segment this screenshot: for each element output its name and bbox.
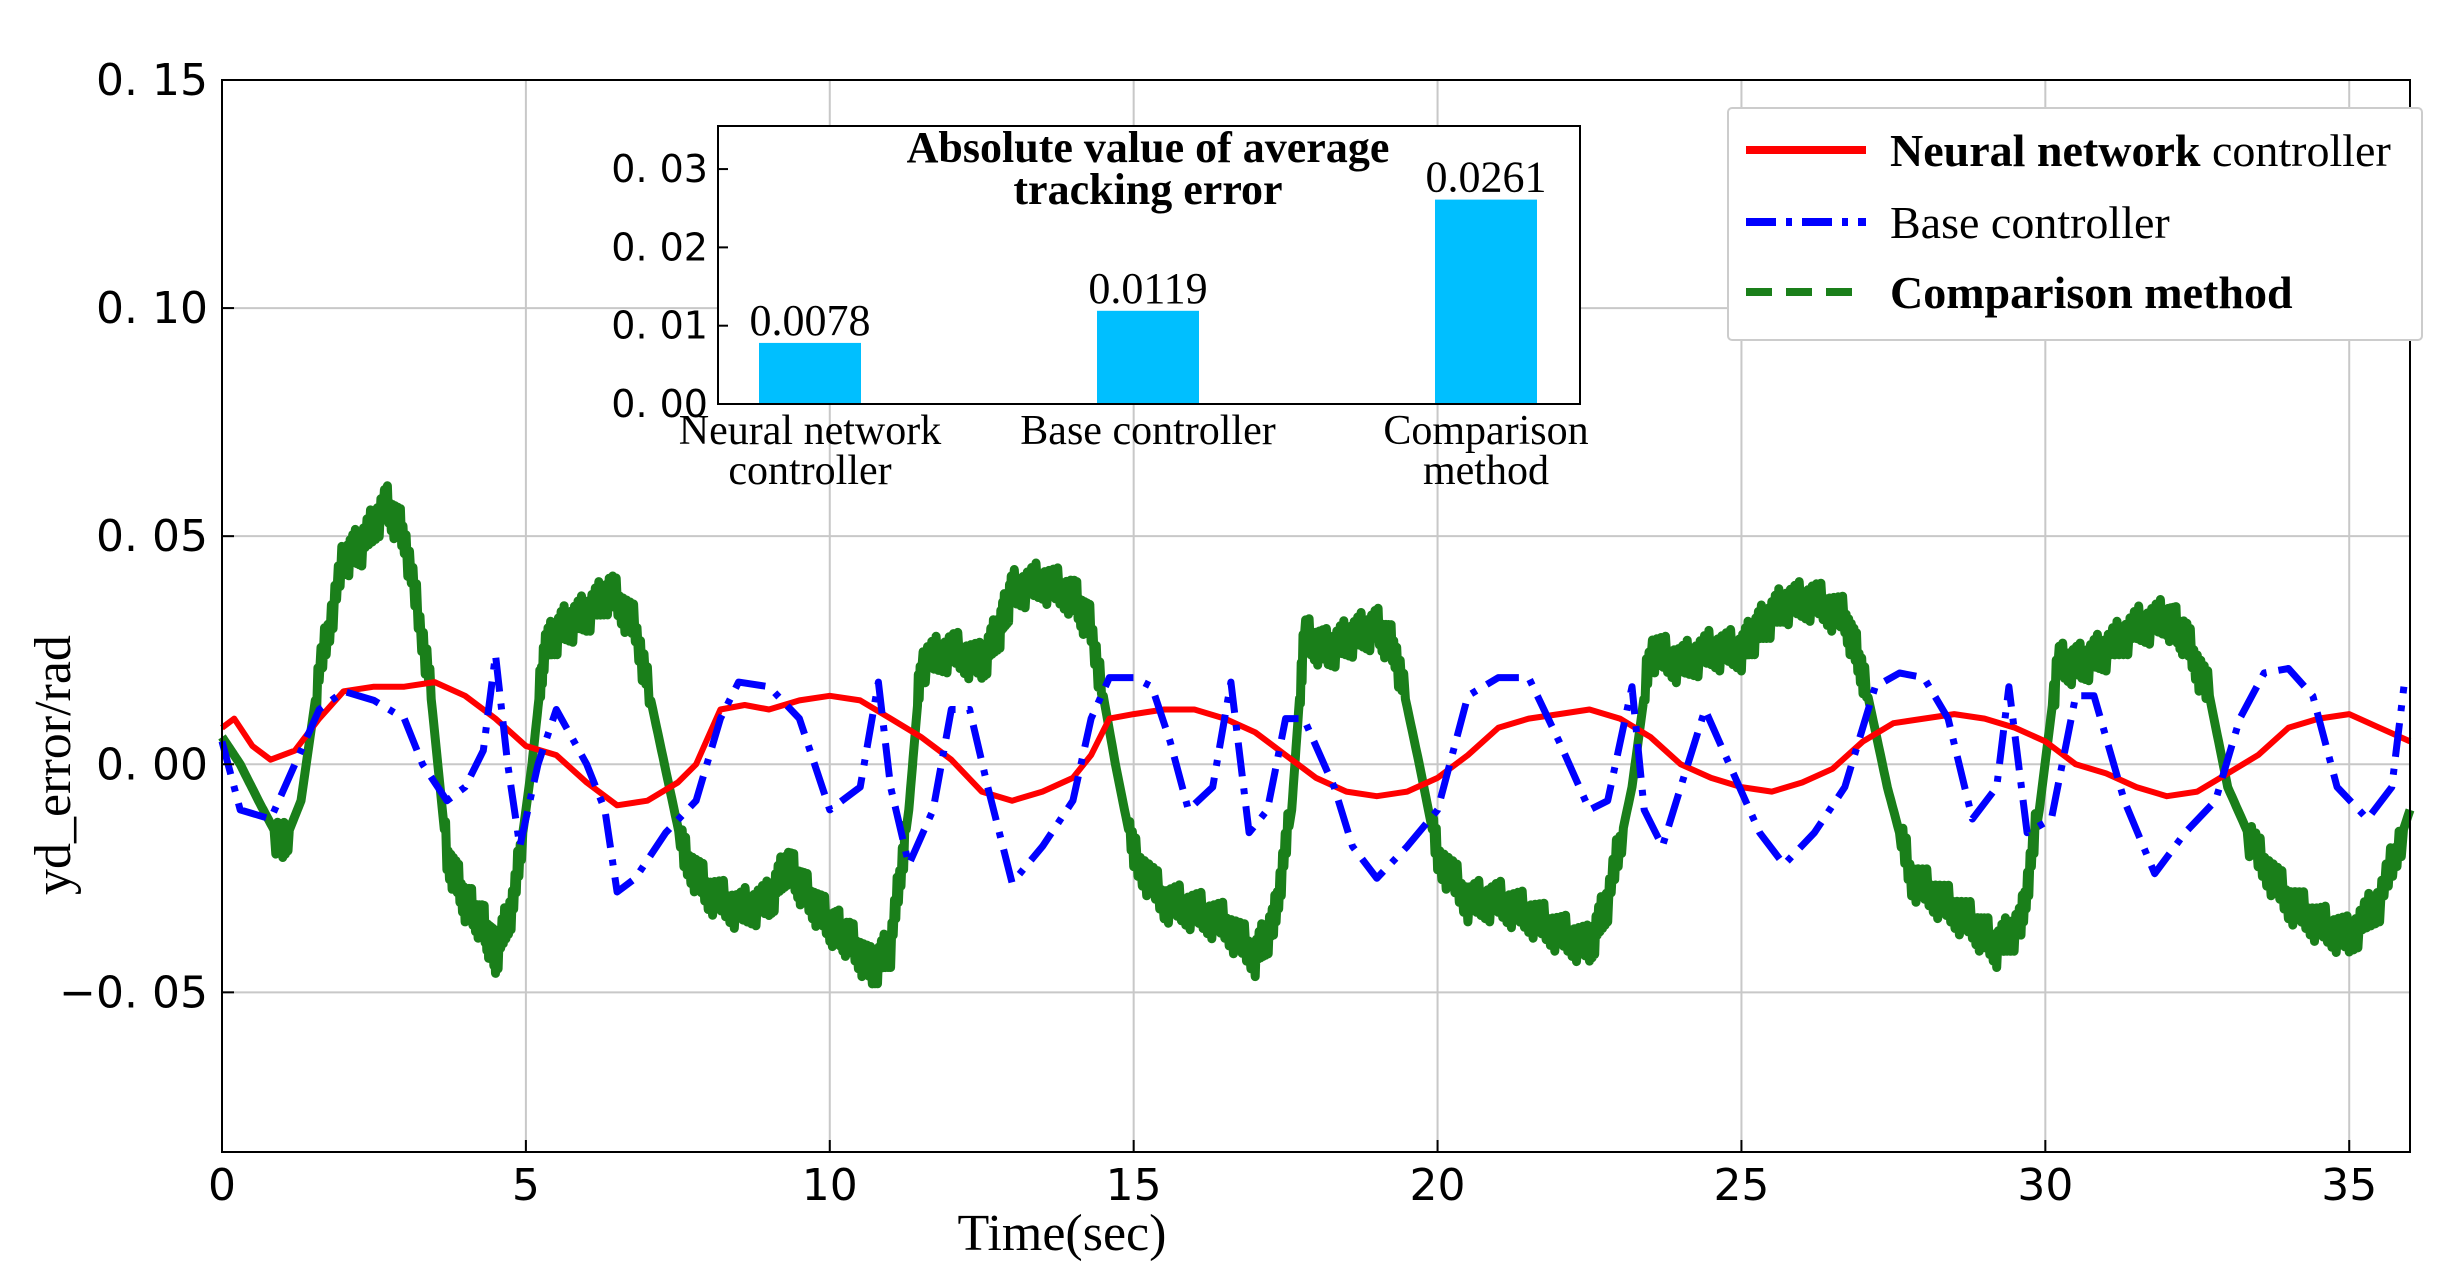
legend-label-comparison: Comparison method [1890, 267, 2293, 318]
y-tick-label: 0. 05 [96, 511, 208, 562]
main-series [218, 481, 2415, 989]
legend-label-neural: Neural network controller [1890, 125, 2391, 176]
inset-category-label: Comparison [1383, 408, 1588, 454]
inset-value-label: 0.0119 [1088, 264, 1207, 313]
inset-y-tick-label: 0. 01 [611, 304, 708, 348]
inset-frame [717, 125, 1581, 405]
inset-category-label: method [1423, 448, 1549, 494]
legend: Neural network controller Base controlle… [1727, 107, 2423, 341]
series-line-neural-network-controller [220, 679, 2412, 809]
legend-box [1727, 107, 2423, 341]
x-tick-label: 5 [512, 1160, 540, 1211]
inset-bar-neural-network-controller [759, 342, 861, 404]
main-y-ticks: −0. 05 0. 00 0. 05 0. 10 0. 15 [59, 55, 234, 1018]
inset-value-labels: 0.0078 0.0119 0.0261 [750, 153, 1547, 345]
inset-value-label: 0.0078 [750, 296, 871, 345]
series-line-base-controller [218, 651, 2408, 896]
inset-title-line-1: Absolute value of average [907, 123, 1390, 172]
inset-bar-comparison-method [1435, 199, 1537, 404]
inset-y-tick-label: 0. 00 [611, 382, 708, 426]
inset-category-label: Neural network [679, 408, 941, 454]
y-tick-label: −0. 05 [59, 967, 208, 1018]
legend-label-neural-bold: Neural network [1890, 125, 2201, 176]
main-x-ticks: 0 5 10 15 20 25 30 35 [208, 1140, 2377, 1211]
legend-label-base: Base controller [1890, 197, 2170, 248]
y-tick-label: 0. 15 [96, 55, 208, 106]
inset-category-label: controller [728, 448, 891, 494]
inset-y-ticks: 0. 00 0. 01 0. 02 0. 03 [611, 147, 728, 426]
inset-bar-base-controller [1097, 310, 1199, 404]
y-axis-label: yd_error/rad [25, 635, 82, 895]
x-tick-label: 15 [1106, 1160, 1162, 1211]
inset-title-line-2: tracking error [1013, 165, 1282, 214]
inset-value-label: 0.0261 [1426, 153, 1547, 202]
x-axis-label: Time(sec) [958, 1205, 1167, 1262]
inset-bars [759, 199, 1537, 404]
inset-category-label: Base controller [1020, 408, 1275, 454]
y-tick-label: 0. 10 [96, 283, 208, 334]
inset-y-tick-label: 0. 03 [611, 147, 708, 191]
legend-label-neural-rest: controller [2200, 125, 2390, 176]
x-tick-label: 25 [1713, 1160, 1769, 1211]
inset-y-tick-label: 0. 02 [611, 225, 708, 269]
x-tick-label: 30 [2017, 1160, 2073, 1211]
x-tick-label: 35 [2321, 1160, 2377, 1211]
x-tick-label: 10 [802, 1160, 858, 1211]
y-tick-label: 0. 00 [96, 739, 208, 790]
x-tick-label: 0 [208, 1160, 236, 1211]
x-tick-label: 20 [1410, 1160, 1466, 1211]
main-plot-frame [221, 79, 2411, 1153]
